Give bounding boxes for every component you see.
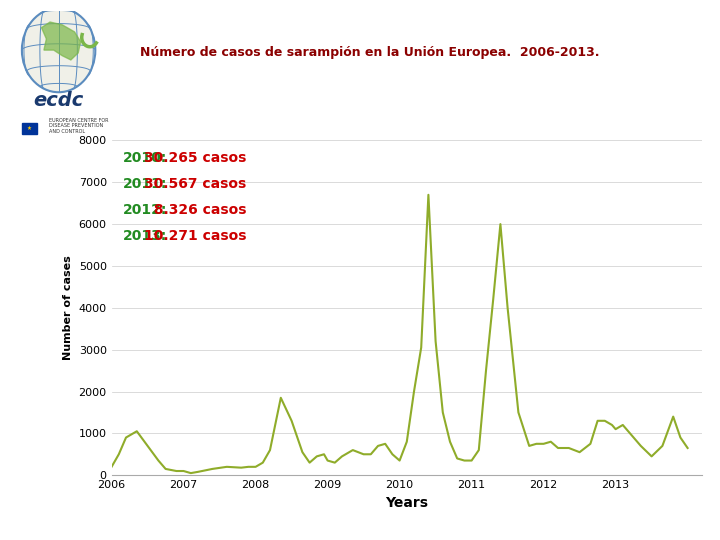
Text: 8.326 casos: 8.326 casos bbox=[144, 202, 246, 217]
Text: ★: ★ bbox=[27, 126, 32, 131]
Bar bbox=[22, 123, 37, 134]
Text: 2012:: 2012: bbox=[122, 202, 167, 217]
Text: 10.271 casos: 10.271 casos bbox=[144, 229, 246, 242]
Text: 2013:: 2013: bbox=[122, 229, 166, 242]
Text: Número de casos de sarampión en la Unión Europea.  2006-2013.: Número de casos de sarampión en la Unión… bbox=[140, 46, 600, 59]
Text: EUROPEAN CENTRE FOR
DISEASE PREVENTION
AND CONTROL: EUROPEAN CENTRE FOR DISEASE PREVENTION A… bbox=[49, 118, 108, 134]
Text: 2010:: 2010: bbox=[122, 151, 166, 165]
X-axis label: Years: Years bbox=[385, 496, 428, 510]
Y-axis label: Number of cases: Number of cases bbox=[63, 255, 73, 360]
Polygon shape bbox=[42, 22, 81, 60]
Text: 30.265 casos: 30.265 casos bbox=[144, 151, 246, 165]
Text: ecdc: ecdc bbox=[34, 91, 84, 110]
Text: 30.567 casos: 30.567 casos bbox=[144, 177, 246, 191]
Circle shape bbox=[22, 8, 95, 92]
Text: 2011:: 2011: bbox=[122, 177, 167, 191]
